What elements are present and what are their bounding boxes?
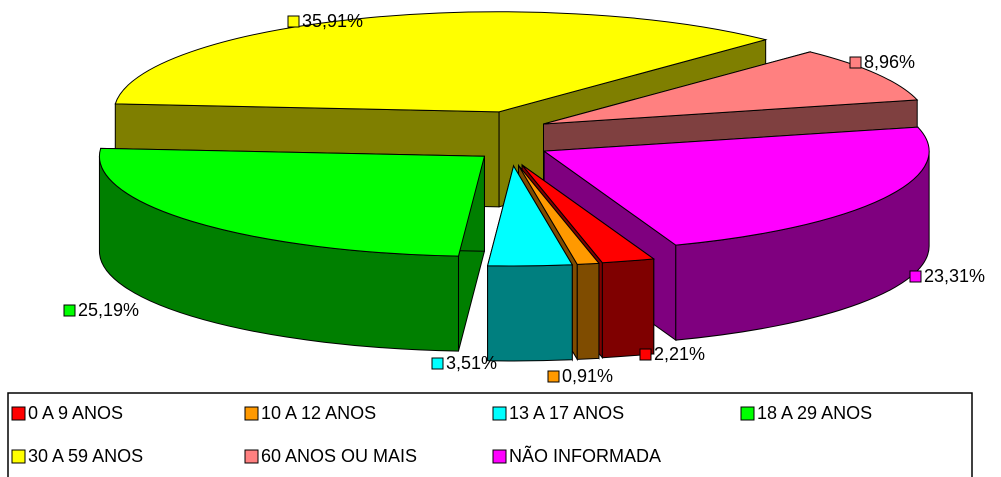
legend-swatch xyxy=(11,449,26,464)
label-swatch xyxy=(547,370,560,383)
label-swatch xyxy=(849,56,862,69)
label-swatch xyxy=(431,357,444,370)
slice-top xyxy=(114,11,768,113)
slice xyxy=(98,147,486,352)
slice-top xyxy=(518,165,600,265)
label-swatch xyxy=(639,348,652,361)
slice-top xyxy=(486,164,574,267)
slice-top xyxy=(543,51,919,125)
legend-swatch xyxy=(492,406,507,421)
slice-wall xyxy=(601,258,655,359)
legend-swatch xyxy=(244,449,259,464)
slice-top xyxy=(521,164,656,264)
legend-swatch xyxy=(492,449,507,464)
legend-label: 60 ANOS OU MAIS xyxy=(261,446,417,466)
legend-swatch xyxy=(740,406,755,421)
legend-label: NÃO INFORMADA xyxy=(509,445,661,466)
legend-label: 13 A 17 ANOS xyxy=(509,403,624,423)
data-label: 25,19% xyxy=(78,300,139,320)
slice-top xyxy=(542,126,930,246)
data-label: 8,96% xyxy=(864,52,915,72)
legend-swatch xyxy=(244,406,259,421)
label-swatch xyxy=(909,270,922,283)
legend-box xyxy=(7,392,973,477)
data-label: 3,51% xyxy=(446,353,497,373)
legend-label: 0 A 9 ANOS xyxy=(28,403,123,423)
data-label: 2,21% xyxy=(654,344,705,364)
slice-wall xyxy=(487,264,573,362)
label-swatch xyxy=(63,304,76,317)
data-label: 0,91% xyxy=(562,366,613,386)
legend-label: 30 A 59 ANOS xyxy=(28,446,143,466)
label-swatch xyxy=(287,15,300,28)
legend-label: 10 A 12 ANOS xyxy=(261,403,376,423)
legend-swatch xyxy=(11,406,26,421)
data-label: 35,91% xyxy=(302,11,363,31)
slice-wall xyxy=(576,262,600,360)
legend-label: 18 A 29 ANOS xyxy=(757,403,872,423)
data-label: 23,31% xyxy=(924,266,985,286)
slice xyxy=(486,164,574,362)
slice-top xyxy=(98,147,486,257)
